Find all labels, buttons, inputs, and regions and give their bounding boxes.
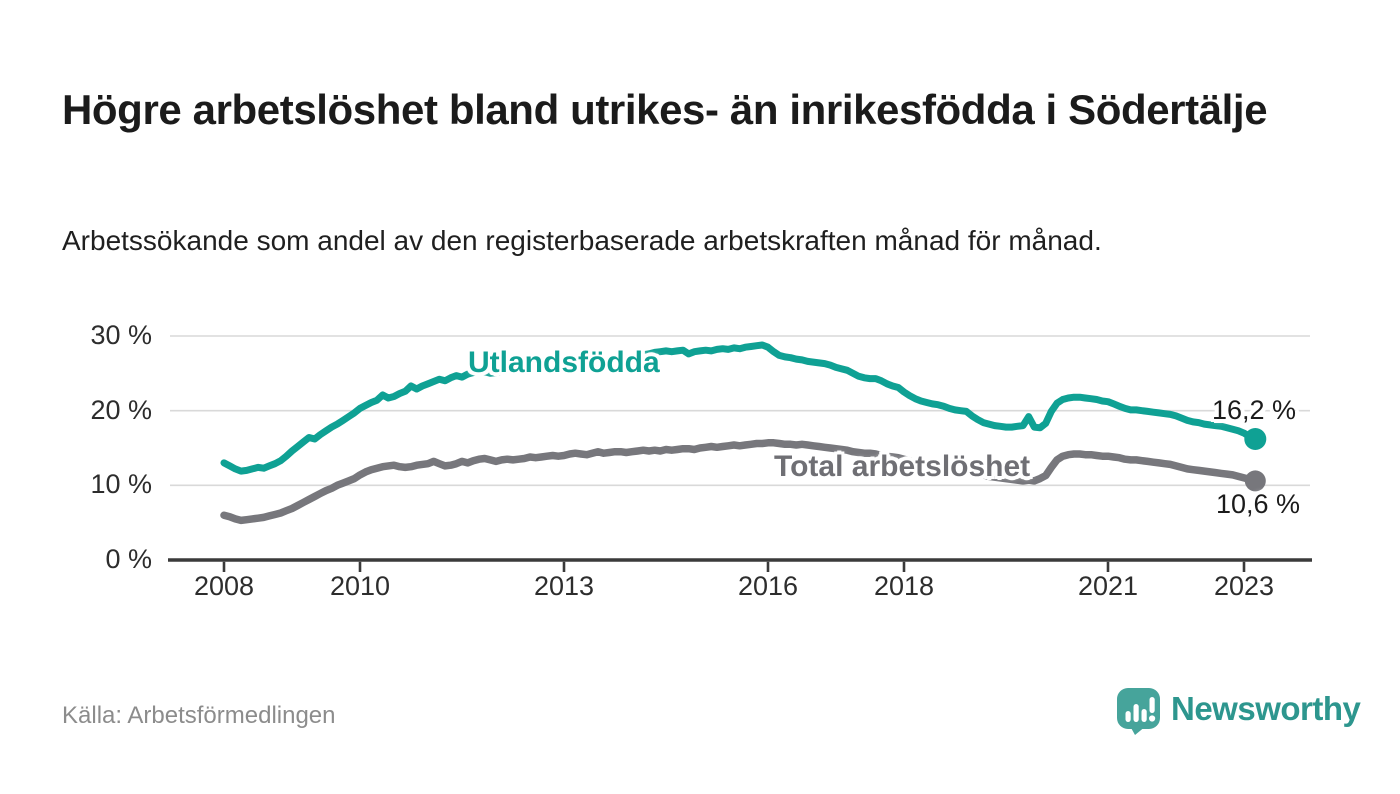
x-axis-tick-label: 2008 [193, 571, 255, 601]
end-value-utlandsfodda: 16,2 % [1212, 395, 1297, 425]
end-dot-total-arbetsloshet [1244, 470, 1266, 492]
chart-title: Högre arbetslöshet bland utrikes- än inr… [62, 86, 1268, 134]
y-axis-tick-label: 0 % [105, 544, 152, 574]
source-note: Källa: Arbetsförmedlingen [62, 702, 336, 729]
x-axis-tick-label: 2018 [873, 571, 935, 601]
chart-subtitle: Arbetssökande som andel av den registerb… [62, 225, 1102, 256]
newsworthy-logo: Newsworthy [1115, 686, 1361, 735]
x-axis-tick-label: 2023 [1213, 571, 1275, 601]
x-axis-tick-label: 2013 [533, 571, 595, 601]
series-line-utlandsfodda [220, 341, 1259, 475]
y-axis-tick-label: 10 % [90, 469, 152, 500]
series-label-utlandsfodda: Utlandsfödda [468, 346, 660, 379]
y-axis-tick-label: 20 % [90, 394, 152, 425]
logo-wordmark: Newsworthy [1171, 690, 1361, 727]
x-axis-tick-label: 2021 [1077, 571, 1139, 601]
end-dot-utlandsfodda [1244, 428, 1267, 450]
newsworthy-bubble-icon [1117, 688, 1160, 735]
x-axis-tick-label: 2016 [737, 571, 799, 601]
x-axis-tick-label: 2010 [329, 571, 391, 601]
series-label-total-arbetsloshet: Total arbetslöshet [774, 450, 1031, 483]
end-value-total-arbetsloshet: 10,6 % [1216, 489, 1301, 519]
series-line-total-arbetsloshet [220, 439, 1260, 525]
y-axis-tick-label: 30 % [90, 319, 152, 350]
